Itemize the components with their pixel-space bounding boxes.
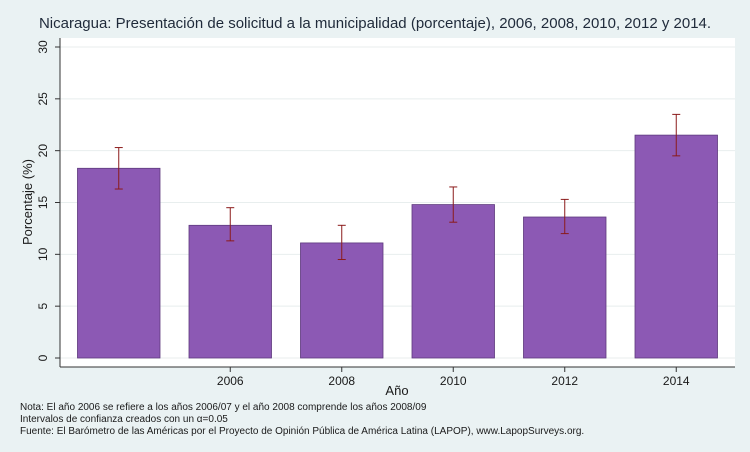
y-tick-label: 25 <box>36 92 50 106</box>
y-axis-title: Porcentaje (%) <box>20 159 35 245</box>
gridlines <box>60 46 735 359</box>
y-tick-label: 5 <box>36 303 50 310</box>
y-tick-label: 0 <box>36 354 50 361</box>
bar <box>523 216 607 359</box>
bar <box>411 204 495 359</box>
bar <box>300 242 384 359</box>
error-bars <box>114 113 681 261</box>
bar-chart: 0 5 10 15 20 25 30 2006 2008 2010 2012 2014 Porcen… <box>20 38 735 398</box>
chart-title: Nicaragua: Presentación de solicitud a l… <box>38 15 712 32</box>
y-tick-label: 15 <box>36 196 50 210</box>
y-axis: 0 5 10 15 20 25 30 <box>36 38 61 367</box>
chart-notes: Nota: El año 2006 se refiere a los años … <box>20 402 584 438</box>
note-line: Fuente: El Barómetro de las Américas por… <box>20 426 585 437</box>
y-tick-label: 30 <box>36 40 50 54</box>
x-tick-label: 2014 <box>663 374 690 388</box>
x-tick-label: 2010 <box>440 374 467 388</box>
x-tick-label: 2006 <box>217 374 244 388</box>
bar <box>188 224 272 359</box>
x-axis-title: Año <box>385 383 408 398</box>
bars <box>77 134 718 359</box>
y-tick-label: 10 <box>36 247 50 261</box>
x-tick-label: 2008 <box>328 374 355 388</box>
y-tick-label: 20 <box>36 144 50 158</box>
note-line: Intervalos de confianza creados con un α… <box>20 414 228 425</box>
x-axis: 2006 2008 2010 2012 2014 <box>60 366 735 388</box>
bar <box>77 167 161 359</box>
note-line: Nota: El año 2006 se refiere a los años … <box>20 402 427 413</box>
bar <box>634 134 718 359</box>
x-tick-label: 2012 <box>551 374 578 388</box>
